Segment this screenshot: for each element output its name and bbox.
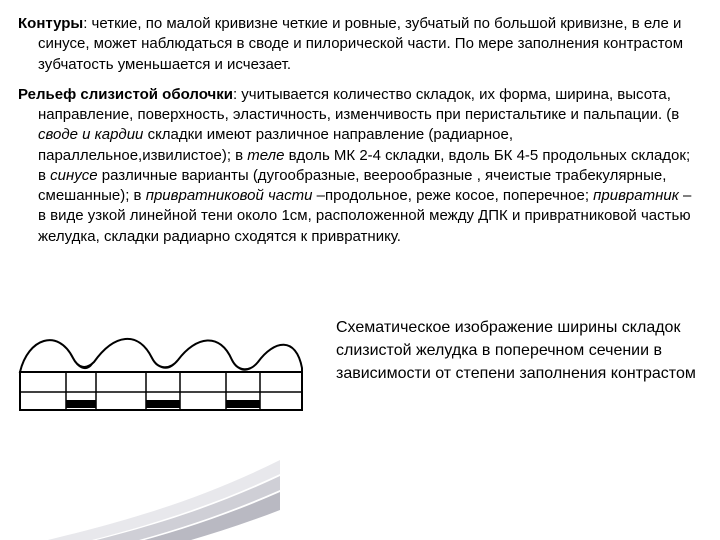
para2-i2: теле — [247, 147, 284, 164]
mucosa-fold-diagram — [18, 310, 308, 425]
para2-i1: своде и кардии — [38, 126, 143, 143]
para1-rest: : четкие, по малой кривизне четкие и ров… — [38, 15, 683, 73]
paragraph-contours: Контуры: четкие, по малой кривизне четки… — [18, 14, 702, 75]
paragraph-relief: Рельеф слизистой оболочки: учитывается к… — [18, 85, 702, 247]
para2-s5: –продольное, реже косое, поперечное; — [312, 187, 593, 204]
para1-lead: Контуры — [18, 15, 83, 32]
corner-swoosh-icon — [0, 430, 280, 540]
para2-i4: привратниковой части — [146, 187, 313, 204]
figure-caption: Схематическое изображение ширины складок… — [336, 310, 702, 386]
para2-i5: привратник — [593, 187, 679, 204]
lower-row: Схематическое изображение ширины складок… — [18, 310, 702, 425]
diagram-svg — [18, 310, 308, 420]
para2-lead: Рельеф слизистой оболочки — [18, 86, 233, 103]
para2-i3: синусе — [50, 167, 97, 184]
